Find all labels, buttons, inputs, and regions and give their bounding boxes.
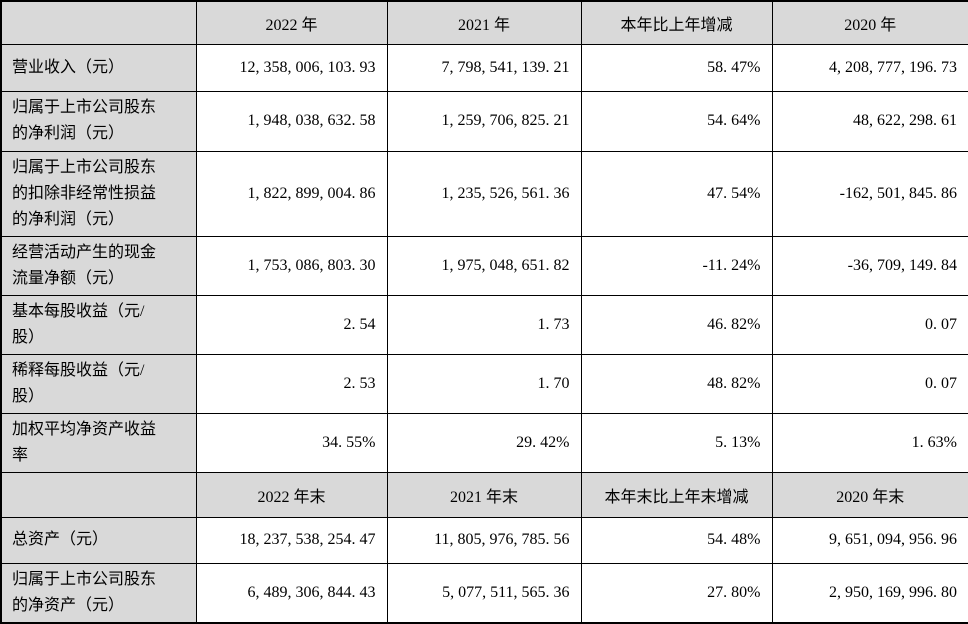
cell-value: 12, 358, 006, 103. 93 [195,43,388,92]
cell-value: 2. 54 [195,294,388,355]
cell-value: 29. 42% [386,412,582,473]
cell-value: 6, 489, 306, 844. 43 [195,562,388,624]
table-row-weighted-avg-roe: 加权平均净资产收益率 34. 55% 29. 42% 5. 13% 1. 63% [0,412,968,473]
cell-value: 1. 63% [771,412,968,473]
cell-value: 58. 47% [580,43,773,92]
row-label: 经营活动产生的现金流量净额（元） [0,235,197,296]
table-row-basic-eps: 基本每股收益（元/股） 2. 54 1. 73 46. 82% 0. 07 [0,294,968,355]
cell-value: 54. 64% [580,90,773,152]
table-row-operating-cash-flow: 经营活动产生的现金流量净额（元） 1, 753, 086, 803. 30 1,… [0,235,968,296]
col-header-2022-end: 2022 年末 [195,471,388,518]
cell-value: 18, 237, 538, 254. 47 [195,516,388,564]
cell-value: 46. 82% [580,294,773,355]
cell-value: 47. 54% [580,150,773,237]
header-row-year-end: 2022 年末 2021 年末 本年末比上年末增减 2020 年末 [0,471,968,518]
cell-value: 1, 753, 086, 803. 30 [195,235,388,296]
cell-value: 1. 70 [386,353,582,414]
cell-value: 1, 822, 899, 004. 86 [195,150,388,237]
col-header-2022: 2022 年 [195,0,388,45]
cell-value: 11, 805, 976, 785. 56 [386,516,582,564]
row-label: 稀释每股收益（元/股） [0,353,197,414]
row-label: 总资产（元） [0,516,197,564]
header-row-annual: 2022 年 2021 年 本年比上年增减 2020 年 [0,0,968,45]
table-row-revenue: 营业收入（元） 12, 358, 006, 103. 93 7, 798, 54… [0,43,968,92]
cell-value: 0. 07 [771,294,968,355]
cell-value: -162, 501, 845. 86 [771,150,968,237]
cell-value: 48, 622, 298. 61 [771,90,968,152]
cell-value: 9, 651, 094, 956. 96 [771,516,968,564]
table-row-diluted-eps: 稀释每股收益（元/股） 2. 53 1. 70 48. 82% 0. 07 [0,353,968,414]
cell-value: -36, 709, 149. 84 [771,235,968,296]
row-label: 基本每股收益（元/股） [0,294,197,355]
cell-value: 48. 82% [580,353,773,414]
cell-value: 5, 077, 511, 565. 36 [386,562,582,624]
col-header-2020-end: 2020 年末 [771,471,968,518]
table-row-total-assets: 总资产（元） 18, 237, 538, 254. 47 11, 805, 97… [0,516,968,564]
cell-value: 2. 53 [195,353,388,414]
row-label: 加权平均净资产收益率 [0,412,197,473]
col-header-2020: 2020 年 [771,0,968,45]
corner-cell [0,0,197,45]
col-header-year-end-change: 本年末比上年末增减 [580,471,773,518]
cell-value: 1, 948, 038, 632. 58 [195,90,388,152]
cell-value: 34. 55% [195,412,388,473]
cell-value: 2, 950, 169, 996. 80 [771,562,968,624]
row-label: 归属于上市公司股东的净资产（元） [0,562,197,624]
cell-value: 1, 259, 706, 825. 21 [386,90,582,152]
cell-value: 1. 73 [386,294,582,355]
col-header-2021: 2021 年 [386,0,582,45]
table-row-deducted-net-profit: 归属于上市公司股东的扣除非经常性损益的净利润（元） 1, 822, 899, 0… [0,150,968,237]
col-header-yoy-change: 本年比上年增减 [580,0,773,45]
row-label: 归属于上市公司股东的净利润（元） [0,90,197,152]
cell-value: 7, 798, 541, 139. 21 [386,43,582,92]
cell-value: 1, 235, 526, 561. 36 [386,150,582,237]
table-row-net-profit: 归属于上市公司股东的净利润（元） 1, 948, 038, 632. 58 1,… [0,90,968,152]
cell-value: 4, 208, 777, 196. 73 [771,43,968,92]
col-header-2021-end: 2021 年末 [386,471,582,518]
cell-value: 1, 975, 048, 651. 82 [386,235,582,296]
table-row-net-assets: 归属于上市公司股东的净资产（元） 6, 489, 306, 844. 43 5,… [0,562,968,624]
corner-cell [0,471,197,518]
cell-value: 54. 48% [580,516,773,564]
cell-value: -11. 24% [580,235,773,296]
cell-value: 5. 13% [580,412,773,473]
cell-value: 27. 80% [580,562,773,624]
row-label: 营业收入（元） [0,43,197,92]
cell-value: 0. 07 [771,353,968,414]
row-label: 归属于上市公司股东的扣除非经常性损益的净利润（元） [0,150,197,237]
